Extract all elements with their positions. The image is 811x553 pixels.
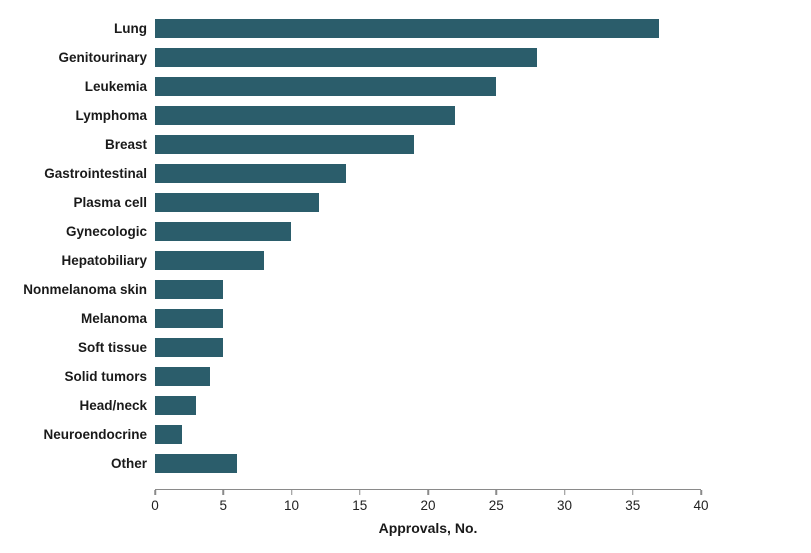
bar xyxy=(155,396,196,415)
bar-row: Gastrointestinal xyxy=(0,159,700,188)
x-tick-mark xyxy=(700,490,702,495)
bar xyxy=(155,367,210,386)
category-label: Hepatobiliary xyxy=(61,253,147,268)
category-label: Plasma cell xyxy=(73,195,147,210)
bar xyxy=(155,338,224,357)
category-label: Breast xyxy=(104,137,147,152)
x-tick-mark xyxy=(222,490,224,495)
bar xyxy=(155,77,496,96)
bar-row: Nonmelanoma skin xyxy=(0,275,700,304)
x-tick-mark xyxy=(427,490,429,495)
category-label: Nonmelanoma skin xyxy=(23,282,147,297)
bar xyxy=(155,106,455,125)
x-tick-mark xyxy=(154,490,156,495)
category-label: Gynecologic xyxy=(65,224,147,239)
category-label: Soft tissue xyxy=(77,340,147,355)
bar xyxy=(155,309,224,328)
bar xyxy=(155,425,183,444)
x-tick-mark xyxy=(359,490,361,495)
x-tick-mark xyxy=(290,490,293,495)
bar xyxy=(155,19,660,38)
bar xyxy=(155,164,346,183)
bar-track xyxy=(155,48,700,67)
bar-row: Lung xyxy=(0,14,700,43)
bar-row: Gynecologic xyxy=(0,217,700,246)
category-label: Genitourinary xyxy=(58,50,147,65)
bar-row: Plasma cell xyxy=(0,188,700,217)
bar-row: Genitourinary xyxy=(0,43,700,72)
x-tick-label: 25 xyxy=(488,498,504,513)
bar-row: Head/neck xyxy=(0,391,700,420)
x-tick-label: 40 xyxy=(693,498,709,513)
x-tick-label: 35 xyxy=(625,498,641,513)
bar-row: Hepatobiliary xyxy=(0,246,700,275)
category-label: Solid tumors xyxy=(64,369,147,384)
bar xyxy=(155,222,292,241)
x-tick-mark xyxy=(495,490,497,495)
x-tick-label: 15 xyxy=(352,498,368,513)
bar-row: Solid tumors xyxy=(0,362,700,391)
bar-row: Melanoma xyxy=(0,304,700,333)
bar xyxy=(155,135,414,154)
bar-track xyxy=(155,193,700,212)
bar-track xyxy=(155,135,700,154)
bar xyxy=(155,251,264,270)
category-label: Other xyxy=(110,456,147,471)
bar xyxy=(155,454,237,473)
bar-track xyxy=(155,106,700,125)
bar-track xyxy=(155,367,700,386)
x-tick-label: 0 xyxy=(151,498,159,513)
category-label: Gastrointestinal xyxy=(44,166,147,181)
bar-track xyxy=(155,309,700,328)
bar-row: Leukemia xyxy=(0,72,700,101)
x-tick-mark xyxy=(632,490,634,495)
bar-track xyxy=(155,19,700,38)
bar-row: Soft tissue xyxy=(0,333,700,362)
bar-rows: Lung Genitourinary Leukemia Lymphoma Breast G… xyxy=(0,14,700,478)
category-label: Lymphoma xyxy=(75,108,147,123)
category-label: Head/neck xyxy=(79,398,147,413)
category-label: Lung xyxy=(114,21,147,36)
x-axis-title: Approvals, No. xyxy=(378,520,478,536)
x-axis: 0 5 10 15 20 25 30 35 40 xyxy=(151,489,709,513)
bar-track xyxy=(155,77,700,96)
x-tick-label: 5 xyxy=(219,498,228,513)
x-tick-mark xyxy=(563,490,566,495)
category-label: Leukemia xyxy=(84,79,147,94)
bar-row: Lymphoma xyxy=(0,101,700,130)
bar-track xyxy=(155,251,700,270)
category-label: Neuroendocrine xyxy=(43,427,147,442)
bar xyxy=(155,48,537,67)
category-label: Melanoma xyxy=(80,311,147,326)
x-tick-label: 30 xyxy=(556,498,573,513)
bar-track xyxy=(155,454,700,473)
bar-row: Breast xyxy=(0,130,700,159)
bar-track xyxy=(155,425,700,444)
bar-row: Neuroendocrine xyxy=(0,420,700,449)
bar-track xyxy=(155,280,700,299)
bar xyxy=(155,280,224,299)
bar-track xyxy=(155,338,700,357)
bar-track xyxy=(155,396,700,415)
bar-row: Other xyxy=(0,449,700,478)
bar-track xyxy=(155,222,700,241)
bar-track xyxy=(155,164,700,183)
x-tick-label: 20 xyxy=(420,498,436,513)
bar xyxy=(155,193,319,212)
x-tick-label: 10 xyxy=(283,498,300,513)
